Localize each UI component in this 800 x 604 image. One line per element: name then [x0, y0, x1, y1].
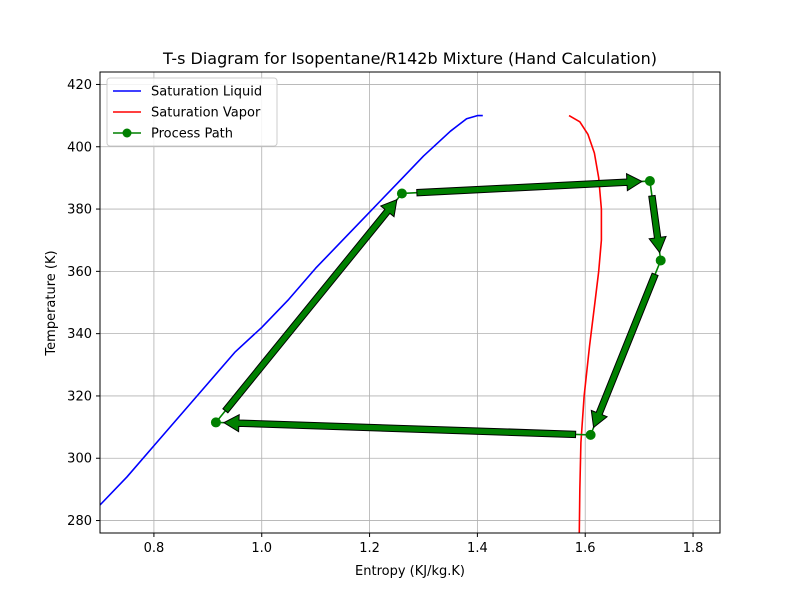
process-point	[585, 429, 596, 440]
x-tick-label: 1.0	[251, 541, 272, 556]
process-arrow	[222, 198, 398, 414]
x-axis-label: Entropy (KJ/kg.K)	[355, 564, 465, 579]
process-point	[396, 188, 407, 199]
legend-label: Saturation Vapor	[151, 106, 261, 121]
process-arrow	[416, 172, 643, 197]
y-tick-label: 340	[67, 327, 92, 342]
legend-box	[106, 77, 278, 147]
y-tick-label: 400	[67, 140, 92, 155]
y-axis-label: Temperature (K)	[44, 250, 59, 356]
x-tick-label: 0.8	[144, 541, 165, 556]
y-tick-label: 320	[67, 389, 92, 404]
process-arrow	[648, 194, 667, 254]
process-point	[644, 176, 655, 187]
y-tick-label: 420	[67, 78, 92, 93]
y-tick-label: 380	[67, 203, 92, 218]
chart-title: T-s Diagram for Isopentane/R142b Mixture…	[162, 49, 657, 68]
plot-area: 0.8 1.0 1.2 1.4 1.6 1.8 280 300 320 340 360 380 400 4…	[67, 71, 721, 556]
y-tick-label: 360	[67, 265, 92, 280]
y-tick-label: 300	[67, 452, 92, 467]
process-arrow	[222, 413, 577, 439]
legend-label: Saturation Liquid	[151, 85, 262, 100]
x-tick-label: 1.6	[575, 541, 596, 556]
data-layer	[100, 114, 667, 533]
legend-swatch-marker	[122, 128, 132, 138]
y-tick-label: 280	[67, 514, 92, 529]
legend-label: Process Path	[151, 127, 233, 142]
axes-frame	[99, 71, 721, 534]
x-tick-label: 1.4	[467, 541, 488, 556]
series-line-saturation-liquid	[100, 114, 483, 506]
process-arrow	[590, 272, 659, 429]
legend: Saturation Liquid Saturation Vapor Process…	[106, 77, 278, 147]
x-tick-label: 1.2	[359, 541, 380, 556]
x-tick-label: 1.8	[683, 541, 704, 556]
process-point	[210, 417, 221, 428]
process-point	[655, 255, 666, 266]
